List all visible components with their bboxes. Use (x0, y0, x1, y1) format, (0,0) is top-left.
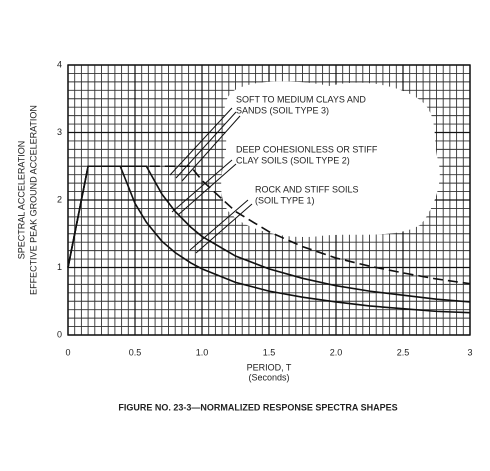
series-line (67, 165, 471, 303)
annotation: (SOIL TYPE 1) (255, 195, 315, 205)
x-tick-label: 1.0 (196, 347, 209, 357)
y-tick-label: 1 (57, 262, 62, 272)
x-tick-label: 0.5 (129, 347, 142, 357)
label-cloud (221, 81, 440, 238)
series-line (67, 165, 471, 285)
annotation: SANDS (SOIL TYPE 3) (236, 105, 329, 115)
caption: FIGURE NO. 23-3—NORMALIZED RESPONSE SPEC… (118, 402, 397, 412)
x-tick-label: 2.5 (397, 347, 410, 357)
y-tick-label: 3 (57, 127, 62, 137)
series-line (67, 165, 471, 314)
annotation: ROCK AND STIFF SOILS (255, 184, 359, 194)
x-axis-label: (Seconds) (248, 372, 289, 382)
y-tick-label: 4 (57, 59, 62, 69)
y-axis-label: EFFECTIVE PEAK GROUND ACCELERATION (28, 105, 38, 295)
x-axis-label: PERIOD, T (247, 362, 292, 372)
x-tick-label: 3 (467, 347, 472, 357)
x-tick-label: 0 (65, 347, 70, 357)
y-tick-label: 2 (57, 194, 62, 204)
annotation: CLAY SOILS (SOIL TYPE 2) (236, 155, 350, 165)
y-tick-label: 0 (57, 329, 62, 339)
annotation: SOFT TO MEDIUM CLAYS AND (236, 94, 366, 104)
x-tick-label: 1.5 (263, 347, 276, 357)
leader-lines (169, 107, 253, 254)
x-tick-label: 2.0 (330, 347, 343, 357)
annotation: DEEP COHESIONLESS OR STIFF (236, 144, 378, 154)
y-axis-label: SPECTRAL ACCELERATION (16, 141, 26, 260)
